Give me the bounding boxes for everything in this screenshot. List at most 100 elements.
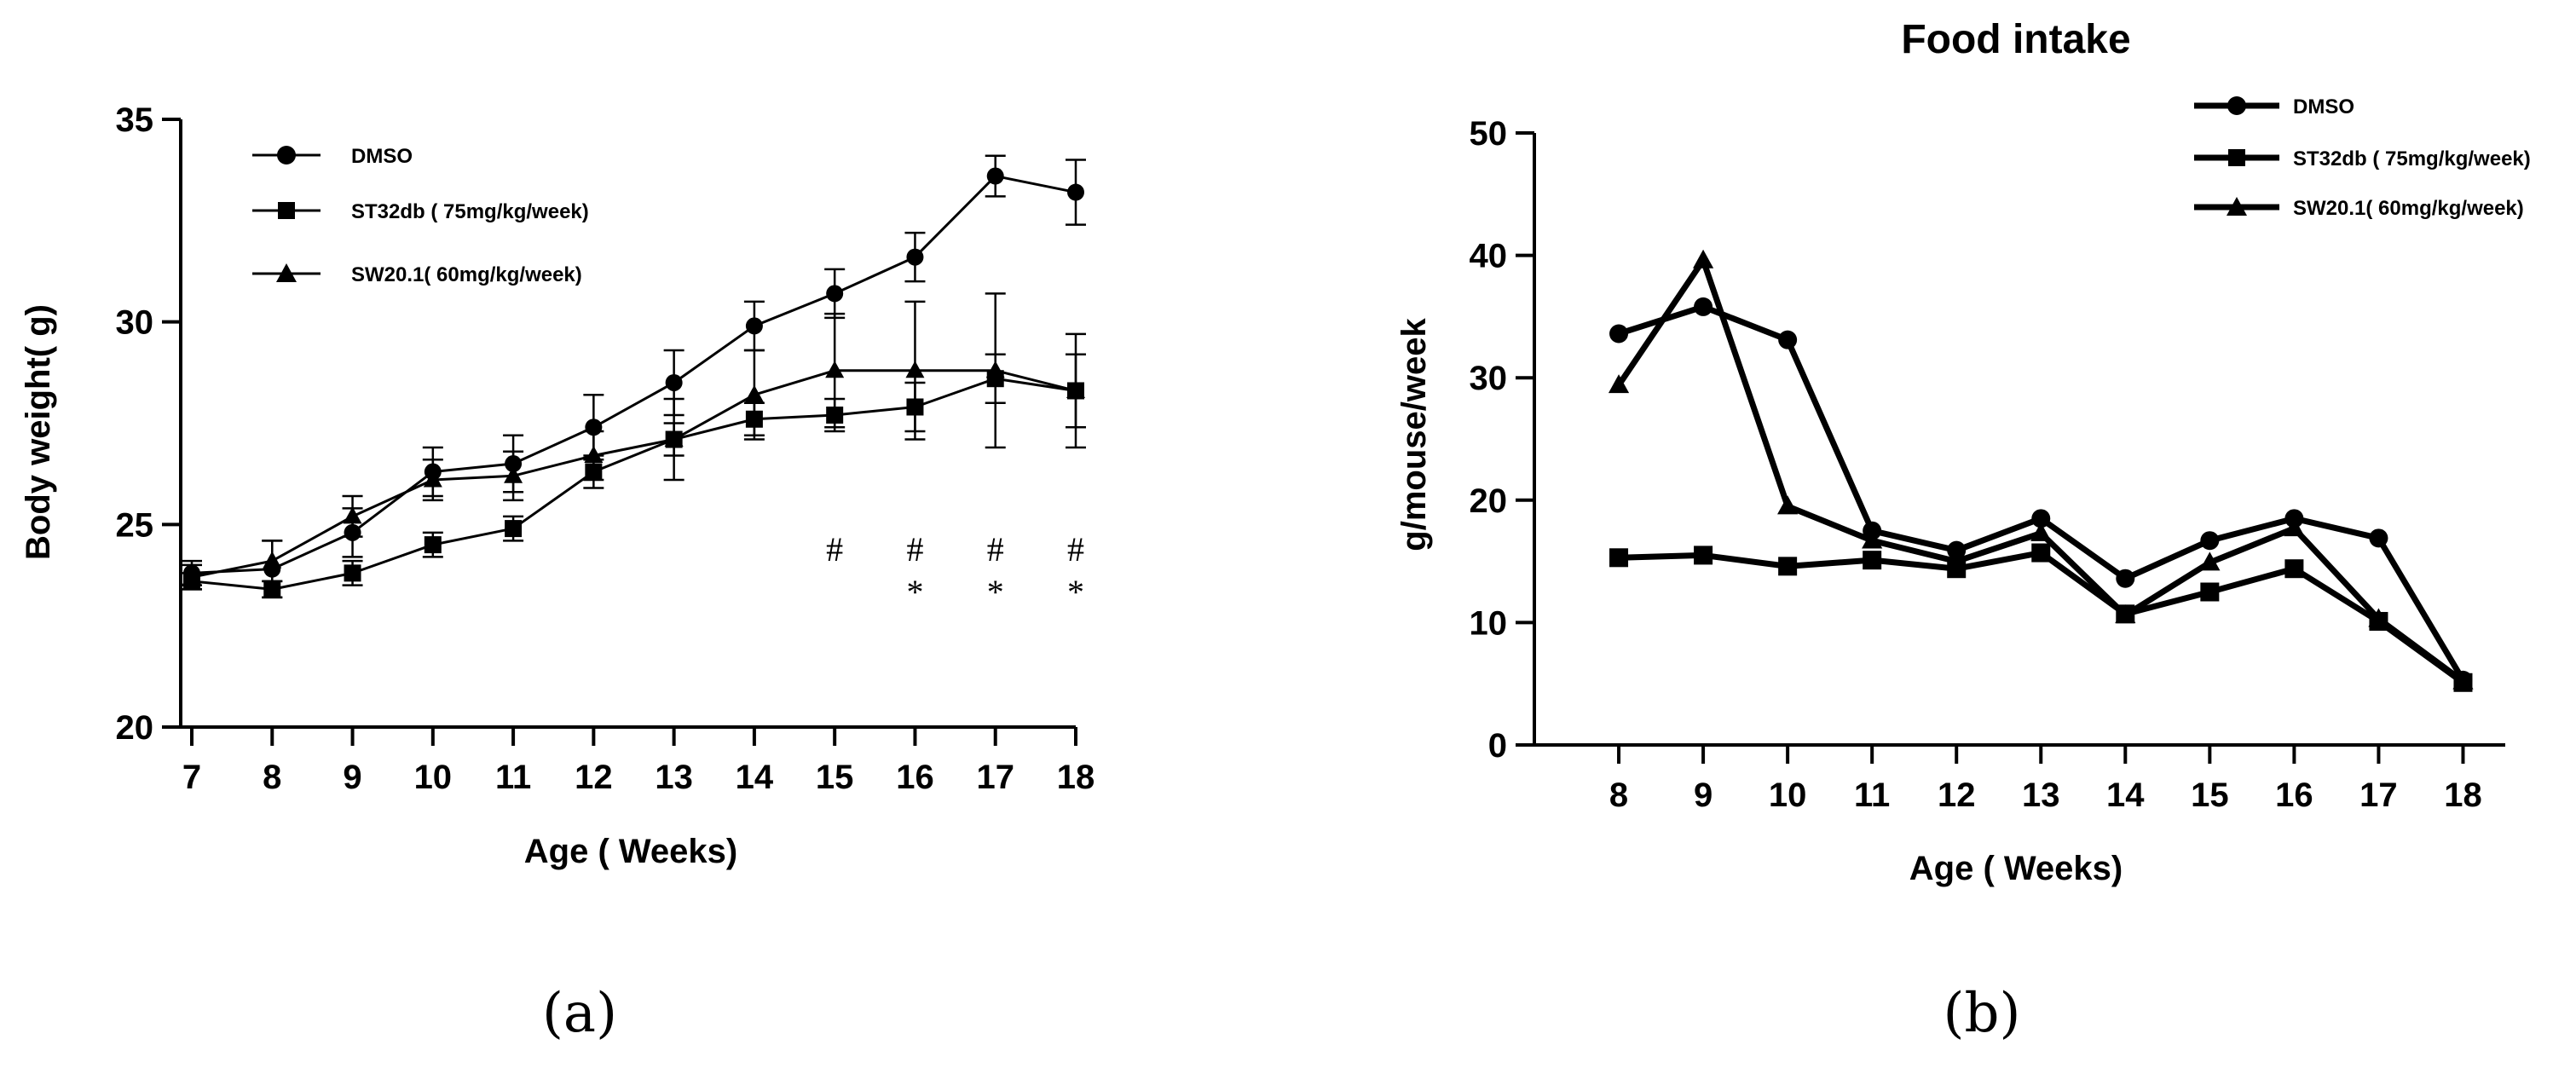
significance-hash: # [826, 530, 843, 569]
data-point-sw201 [825, 361, 845, 378]
data-point-sw201 [584, 446, 604, 464]
y-tick-label: 20 [1470, 482, 1508, 520]
body-weight-y-axis-title: Body weight( g) [20, 304, 57, 560]
data-point-sw201 [985, 361, 1005, 378]
x-tick-label: 18 [2444, 776, 2482, 814]
data-point-dmso [2200, 531, 2220, 551]
data-point-st32db [1863, 551, 1882, 570]
y-tick-label: 35 [116, 101, 154, 139]
data-point-dmso [1694, 297, 1713, 316]
data-point-st32db [505, 520, 523, 538]
x-tick-label: 16 [896, 759, 934, 796]
series-st32db [182, 353, 1086, 599]
data-point-sw201 [1946, 550, 1967, 569]
data-point-sw201 [343, 506, 362, 524]
data-point-dmso [665, 373, 683, 391]
significance-hash: # [1067, 530, 1084, 569]
body-weight-x-axis-title: Age ( Weeks) [524, 833, 737, 870]
x-tick-label: 18 [1057, 759, 1095, 796]
data-point-st32db [1694, 546, 1713, 565]
data-point-sw201 [2199, 551, 2221, 571]
data-point-sw201 [2368, 608, 2389, 627]
data-point-sw201 [1608, 374, 1630, 394]
data-point-dmso [2116, 569, 2135, 588]
data-point-sw201 [664, 430, 684, 447]
data-point-sw201 [182, 567, 201, 585]
x-tick-label: 8 [263, 759, 281, 796]
data-point-st32db [2200, 582, 2220, 602]
x-tick-label: 12 [575, 759, 613, 796]
data-point-dmso [2369, 528, 2388, 548]
series-line-dmso [1617, 303, 2466, 682]
legend-triangle-marker [2227, 197, 2247, 216]
data-point-sw201 [2115, 604, 2136, 624]
legend-label-dmso: DMSO [2293, 95, 2354, 118]
x-tick-label: 7 [182, 759, 201, 796]
x-tick-label: 15 [2191, 776, 2229, 814]
y-tick-label: 20 [116, 709, 154, 747]
x-tick-label: 17 [2359, 776, 2398, 814]
data-point-dmso [986, 167, 1004, 185]
legend-circle-marker [277, 146, 296, 165]
food-intake-y-axis-title: g/mouse/week [1395, 318, 1433, 551]
legend-square-marker [278, 202, 295, 219]
x-tick-label: 14 [2106, 776, 2145, 814]
food-intake-legend: DMSO ST32db ( 75mg/kg/week) SW20.1( 60mg… [2194, 95, 2531, 220]
x-tick-label: 17 [976, 759, 1014, 796]
y-tick-label: 25 [116, 506, 154, 544]
data-point-dmso [1067, 183, 1084, 201]
body-weight-legend: DMSO ST32db ( 75mg/kg/week) SW20.1( 60mg… [252, 145, 589, 286]
x-tick-label: 13 [655, 759, 693, 796]
data-point-dmso [745, 317, 763, 335]
legend-label-sw201: SW20.1( 60mg/kg/week) [351, 263, 582, 286]
data-point-sw201 [2284, 517, 2305, 537]
panel-label-b: (b) [1944, 982, 2021, 1045]
x-tick-label: 14 [736, 759, 774, 796]
data-point-sw201 [1066, 380, 1085, 398]
legend-label-dmso: DMSO [351, 145, 413, 168]
series-line-sw201 [191, 369, 1077, 579]
food-intake-series-marks [1608, 249, 2474, 692]
series-sw201 [1608, 249, 2474, 690]
data-point-sw201 [2030, 522, 2052, 541]
data-point-st32db [1778, 557, 1798, 576]
y-tick-label: 30 [1470, 360, 1508, 397]
x-tick-label: 12 [1938, 776, 1976, 814]
data-point-st32db [263, 580, 281, 598]
y-tick-label: 0 [1488, 727, 1507, 765]
data-point-dmso [1609, 324, 1629, 343]
data-point-dmso [2031, 509, 2051, 528]
panel-label-a: (a) [542, 982, 617, 1045]
food-intake-title: Food intake [1901, 17, 2130, 62]
legend-square-marker [2228, 149, 2245, 166]
x-tick-label: 10 [414, 759, 453, 796]
significance-star: * [1067, 573, 1084, 611]
food-intake-chart: Food intake 0 10 20 30 40 50 8 9 10 11 12 13 14 15 16 1… [1395, 17, 2531, 1045]
significance-hash: # [987, 530, 1004, 569]
series-dmso [182, 154, 1086, 599]
x-tick-label: 11 [495, 759, 531, 796]
x-tick-label: 16 [2275, 776, 2313, 814]
data-point-sw201 [2452, 670, 2474, 690]
data-point-sw201 [744, 384, 764, 402]
data-point-sw201 [1692, 249, 1714, 268]
body-weight-chart: 20 25 30 35 7 8 9 10 11 12 13 14 15 16 17 18 # # # # * * * Ag… [20, 101, 1095, 1045]
data-point-sw201 [905, 361, 925, 378]
data-point-dmso [906, 248, 924, 266]
data-point-st32db [344, 564, 361, 582]
series-st32db [1609, 543, 2473, 692]
y-tick-label: 30 [116, 304, 154, 342]
data-point-st32db [2284, 559, 2304, 579]
data-point-st32db [2031, 543, 2051, 563]
data-point-sw201 [1777, 495, 1799, 515]
legend-label-sw201: SW20.1( 60mg/kg/week) [2293, 197, 2524, 220]
series-line-dmso [191, 175, 1077, 574]
x-tick-label: 13 [2022, 776, 2060, 814]
body-weight-axes: 20 25 30 35 7 8 9 10 11 12 13 14 15 16 17 18 [116, 101, 1095, 796]
series-sw201 [182, 292, 1086, 591]
series-dmso [1609, 297, 2473, 690]
data-point-dmso [1778, 330, 1798, 349]
significance-star: * [906, 573, 923, 611]
data-point-sw201 [1862, 529, 1883, 549]
